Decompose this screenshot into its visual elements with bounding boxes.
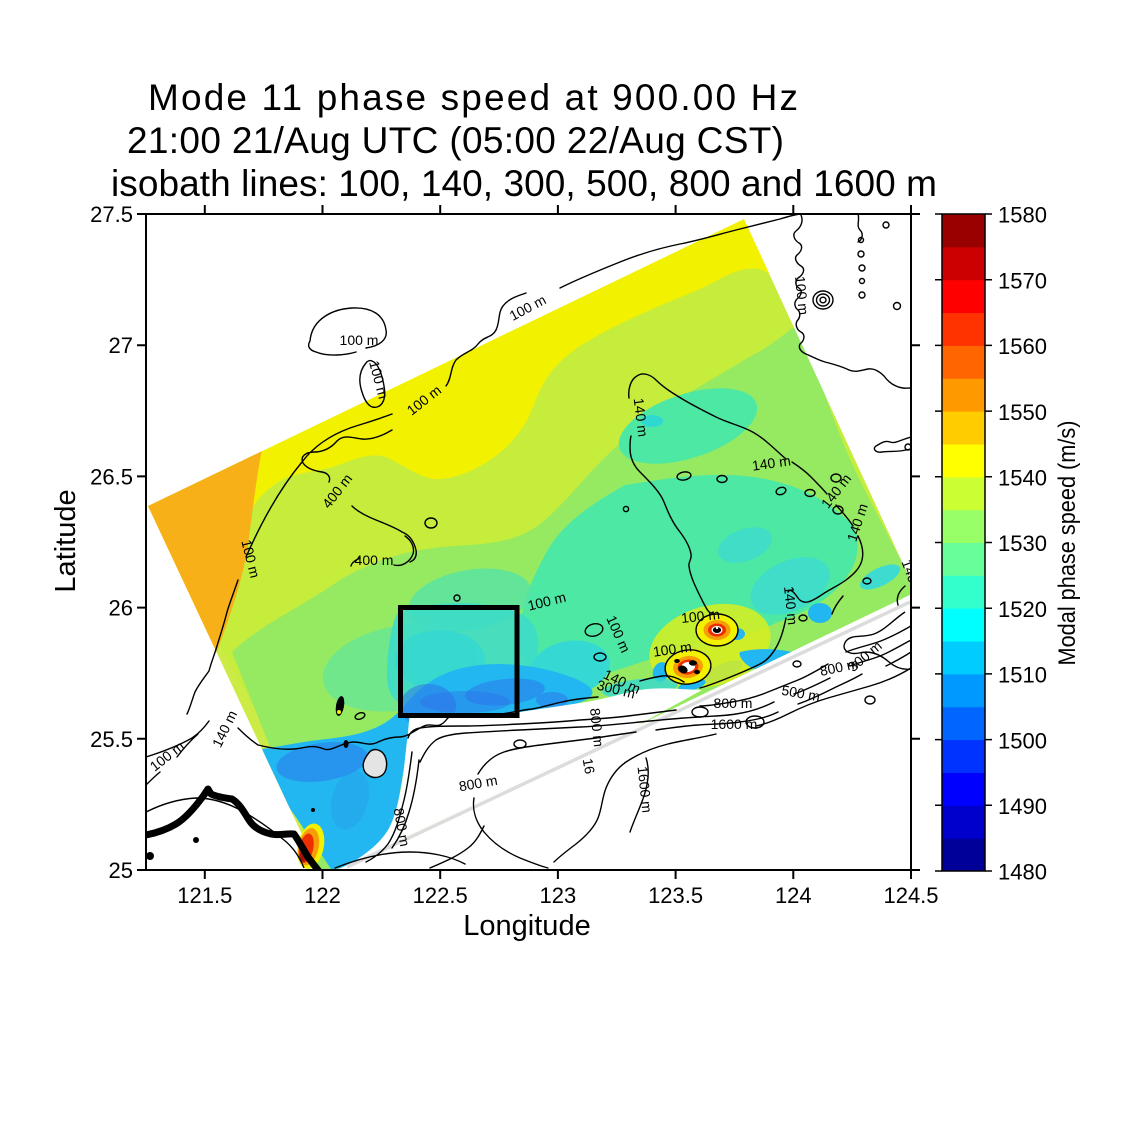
svg-text:1550: 1550	[998, 400, 1047, 425]
svg-text:123.5: 123.5	[648, 883, 703, 908]
svg-text:1490: 1490	[998, 794, 1047, 819]
svg-text:25: 25	[109, 858, 133, 883]
svg-text:26: 26	[109, 596, 133, 621]
svg-text:800 m: 800 m	[714, 695, 753, 711]
svg-text:1510: 1510	[998, 663, 1047, 688]
svg-text:500 m: 500 m	[780, 682, 821, 705]
svg-text:100 m: 100 m	[340, 332, 379, 348]
svg-text:Latitude: Latitude	[50, 489, 82, 592]
svg-text:100 m: 100 m	[792, 275, 812, 315]
svg-text:121.5: 121.5	[177, 883, 232, 908]
svg-text:27.5: 27.5	[90, 202, 133, 227]
svg-text:800 m: 800 m	[458, 772, 499, 795]
svg-text:122.5: 122.5	[413, 883, 468, 908]
svg-text:1600 m: 1600 m	[711, 716, 758, 732]
svg-text:Longitude: Longitude	[463, 910, 590, 942]
svg-text:1530: 1530	[998, 531, 1047, 556]
svg-text:800 m: 800 m	[391, 807, 414, 848]
svg-text:1540: 1540	[998, 466, 1047, 491]
svg-text:16: 16	[580, 757, 598, 775]
svg-text:124: 124	[775, 883, 812, 908]
svg-text:124.5: 124.5	[883, 883, 938, 908]
svg-text:140 m: 140 m	[751, 452, 792, 473]
svg-text:100 m: 100 m	[652, 638, 693, 659]
svg-text:1600 m: 1600 m	[635, 765, 656, 813]
svg-text:100 m: 100 m	[680, 606, 720, 626]
svg-text:21:00 21/Aug UTC (05:00 22/Aug: 21:00 21/Aug UTC (05:00 22/Aug CST)	[127, 120, 784, 161]
svg-text:25.5: 25.5	[90, 727, 133, 752]
svg-text:140 m: 140 m	[781, 585, 801, 625]
svg-text:1570: 1570	[998, 268, 1047, 293]
svg-text:400 m: 400 m	[355, 552, 394, 568]
svg-text:Modal phase speed (m/s): Modal phase speed (m/s)	[1054, 421, 1081, 666]
svg-text:1580: 1580	[998, 203, 1047, 228]
svg-text:1480: 1480	[998, 860, 1047, 885]
svg-text:1500: 1500	[998, 728, 1047, 753]
svg-text:1520: 1520	[998, 597, 1047, 622]
svg-text:26.5: 26.5	[90, 464, 133, 489]
svg-text:140 m: 140 m	[631, 397, 652, 438]
svg-text:123: 123	[540, 883, 577, 908]
svg-text:Mode 11 phase speed at 900.00: Mode 11 phase speed at 900.00 Hz	[148, 77, 798, 118]
svg-text:isobath lines: 100, 140, 300,: isobath lines: 100, 140, 300, 500, 800 a…	[111, 163, 937, 204]
svg-text:800 m: 800 m	[818, 655, 859, 679]
svg-text:122: 122	[304, 883, 341, 908]
svg-text:1560: 1560	[998, 334, 1047, 359]
svg-text:800 m: 800 m	[587, 707, 607, 747]
svg-text:27: 27	[109, 333, 133, 358]
